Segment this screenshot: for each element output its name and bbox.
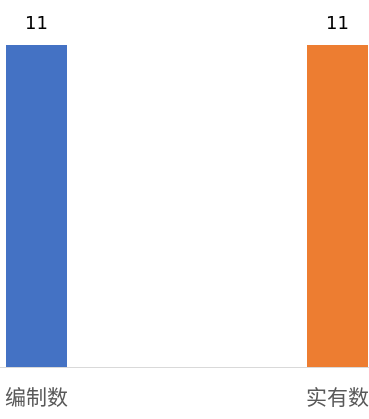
category-label-1: 编制数 [5,386,68,410]
bars-group [6,45,368,367]
data-labels-group: 11 11 [25,13,349,34]
category-label-2: 实有数 [306,386,369,410]
bar-1 [6,45,67,367]
data-label-2: 11 [326,13,349,34]
bar-2 [307,45,368,367]
data-label-1: 11 [25,13,48,34]
category-labels-group: 编制数 实有数 [5,386,369,410]
